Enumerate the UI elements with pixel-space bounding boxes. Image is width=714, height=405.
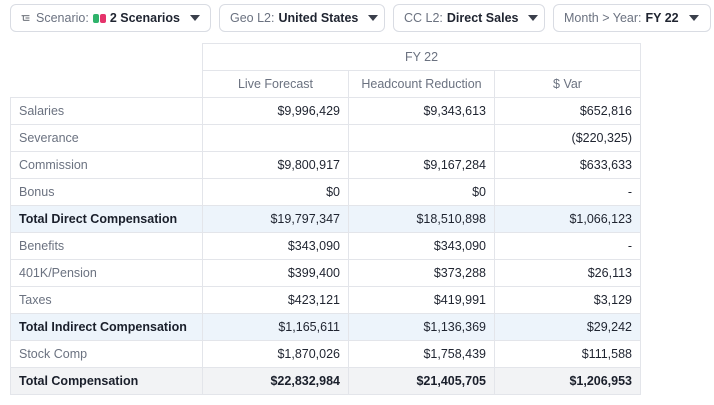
- period-header-row: FY 22: [11, 43, 641, 71]
- column-header-row: Live Forecast Headcount Reduction $ Var: [11, 70, 641, 98]
- cell-dollar-var: $633,633: [494, 151, 641, 179]
- filter-bar: Scenario: 2 Scenarios Geo L2: United Sta…: [10, 4, 711, 32]
- month-year-filter-value: FY 22: [645, 11, 679, 25]
- row-label: Total Indirect Compensation: [10, 313, 203, 341]
- table-row: Salaries $9,996,429 $9,343,613 $652,816: [10, 97, 641, 125]
- cell-live-forecast: $22,832,984: [202, 367, 349, 395]
- cell-dollar-var: -: [494, 178, 641, 206]
- scenario-filter-value: 2 Scenarios: [109, 11, 180, 25]
- cell-dollar-var: $29,242: [494, 313, 641, 341]
- table-row: Severance ($220,325): [10, 124, 641, 152]
- header-spacer: [11, 44, 203, 71]
- chevron-down-icon: [368, 15, 379, 21]
- cell-dollar-var: $111,588: [494, 340, 641, 368]
- subtotal-row: Total Direct Compensation $19,797,347 $1…: [10, 205, 641, 233]
- table-row: Taxes $423,121 $419,991 $3,129: [10, 286, 641, 314]
- filter-settings-icon: [21, 15, 30, 21]
- cell-dollar-var: $3,129: [494, 286, 641, 314]
- cell-headcount-reduction: $1,758,439: [348, 340, 495, 368]
- cell-live-forecast: $1,165,611: [202, 313, 349, 341]
- cell-headcount-reduction: $0: [348, 178, 495, 206]
- scenario-filter[interactable]: Scenario: 2 Scenarios: [10, 4, 211, 32]
- cell-dollar-var: ($220,325): [494, 124, 641, 152]
- row-label: Total Compensation: [10, 367, 203, 395]
- scenario-filter-label: Scenario:: [36, 11, 89, 25]
- row-label: Benefits: [10, 232, 203, 260]
- row-label: Stock Comp: [10, 340, 203, 368]
- row-label: Taxes: [10, 286, 203, 314]
- cell-live-forecast: $1,870,026: [202, 340, 349, 368]
- cell-headcount-reduction: $1,136,369: [348, 313, 495, 341]
- row-label: Commission: [10, 151, 203, 179]
- cell-live-forecast: $423,121: [202, 286, 349, 314]
- cell-live-forecast: $343,090: [202, 232, 349, 260]
- cell-headcount-reduction: [348, 124, 495, 152]
- cc-filter-value: Direct Sales: [446, 11, 519, 25]
- cell-live-forecast: $399,400: [202, 259, 349, 287]
- cell-live-forecast: $9,996,429: [202, 97, 349, 125]
- cell-dollar-var: $1,066,123: [494, 205, 641, 233]
- table-row: Benefits $343,090 $343,090 -: [10, 232, 641, 260]
- cell-headcount-reduction: $18,510,898: [348, 205, 495, 233]
- row-label: Severance: [10, 124, 203, 152]
- cell-dollar-var: $1,206,953: [494, 367, 641, 395]
- cell-live-forecast: $19,797,347: [202, 205, 349, 233]
- cell-headcount-reduction: $373,288: [348, 259, 495, 287]
- cell-headcount-reduction: $419,991: [348, 286, 495, 314]
- table-row: Stock Comp $1,870,026 $1,758,439 $111,58…: [10, 340, 641, 368]
- grand-total-row: Total Compensation $22,832,984 $21,405,7…: [10, 367, 641, 395]
- geo-filter-value: United States: [278, 11, 359, 25]
- month-year-filter[interactable]: Month > Year: FY 22: [553, 4, 711, 32]
- chevron-down-icon: [190, 15, 200, 21]
- cell-headcount-reduction: $343,090: [348, 232, 495, 260]
- header-spacer: [11, 71, 203, 98]
- cell-headcount-reduction: $9,167,284: [348, 151, 495, 179]
- cc-filter[interactable]: CC L2: Direct Sales: [393, 4, 545, 32]
- geo-filter[interactable]: Geo L2: United States: [219, 4, 385, 32]
- month-year-filter-label: Month > Year:: [564, 11, 642, 25]
- cell-dollar-var: $652,816: [494, 97, 641, 125]
- cell-live-forecast: $9,800,917: [202, 151, 349, 179]
- column-header-live-forecast: Live Forecast: [202, 70, 349, 98]
- cc-filter-label: CC L2:: [404, 11, 443, 25]
- column-header-dollar-var: $ Var: [494, 70, 641, 98]
- table-row: 401K/Pension $399,400 $373,288 $26,113: [10, 259, 641, 287]
- row-label: Total Direct Compensation: [10, 205, 203, 233]
- scenario-swatch-green: [92, 13, 99, 23]
- cell-live-forecast: [202, 124, 349, 152]
- table-row: Commission $9,800,917 $9,167,284 $633,63…: [10, 151, 641, 179]
- chevron-down-icon: [688, 15, 699, 21]
- row-label: 401K/Pension: [10, 259, 203, 287]
- cell-dollar-var: -: [494, 232, 641, 260]
- cell-dollar-var: $26,113: [494, 259, 641, 287]
- scenario-color-swatch: [92, 13, 106, 23]
- geo-filter-label: Geo L2:: [230, 11, 275, 25]
- row-label: Bonus: [10, 178, 203, 206]
- compensation-table: FY 22 Live Forecast Headcount Reduction …: [10, 43, 641, 395]
- chevron-down-icon: [528, 15, 539, 21]
- period-header: FY 22: [202, 43, 641, 71]
- scenario-swatch-pink: [99, 13, 106, 23]
- row-label: Salaries: [10, 97, 203, 125]
- cell-headcount-reduction: $21,405,705: [348, 367, 495, 395]
- column-header-headcount-reduction: Headcount Reduction: [348, 70, 495, 98]
- cell-headcount-reduction: $9,343,613: [348, 97, 495, 125]
- table-row: Bonus $0 $0 -: [10, 178, 641, 206]
- cell-live-forecast: $0: [202, 178, 349, 206]
- subtotal-row: Total Indirect Compensation $1,165,611 $…: [10, 313, 641, 341]
